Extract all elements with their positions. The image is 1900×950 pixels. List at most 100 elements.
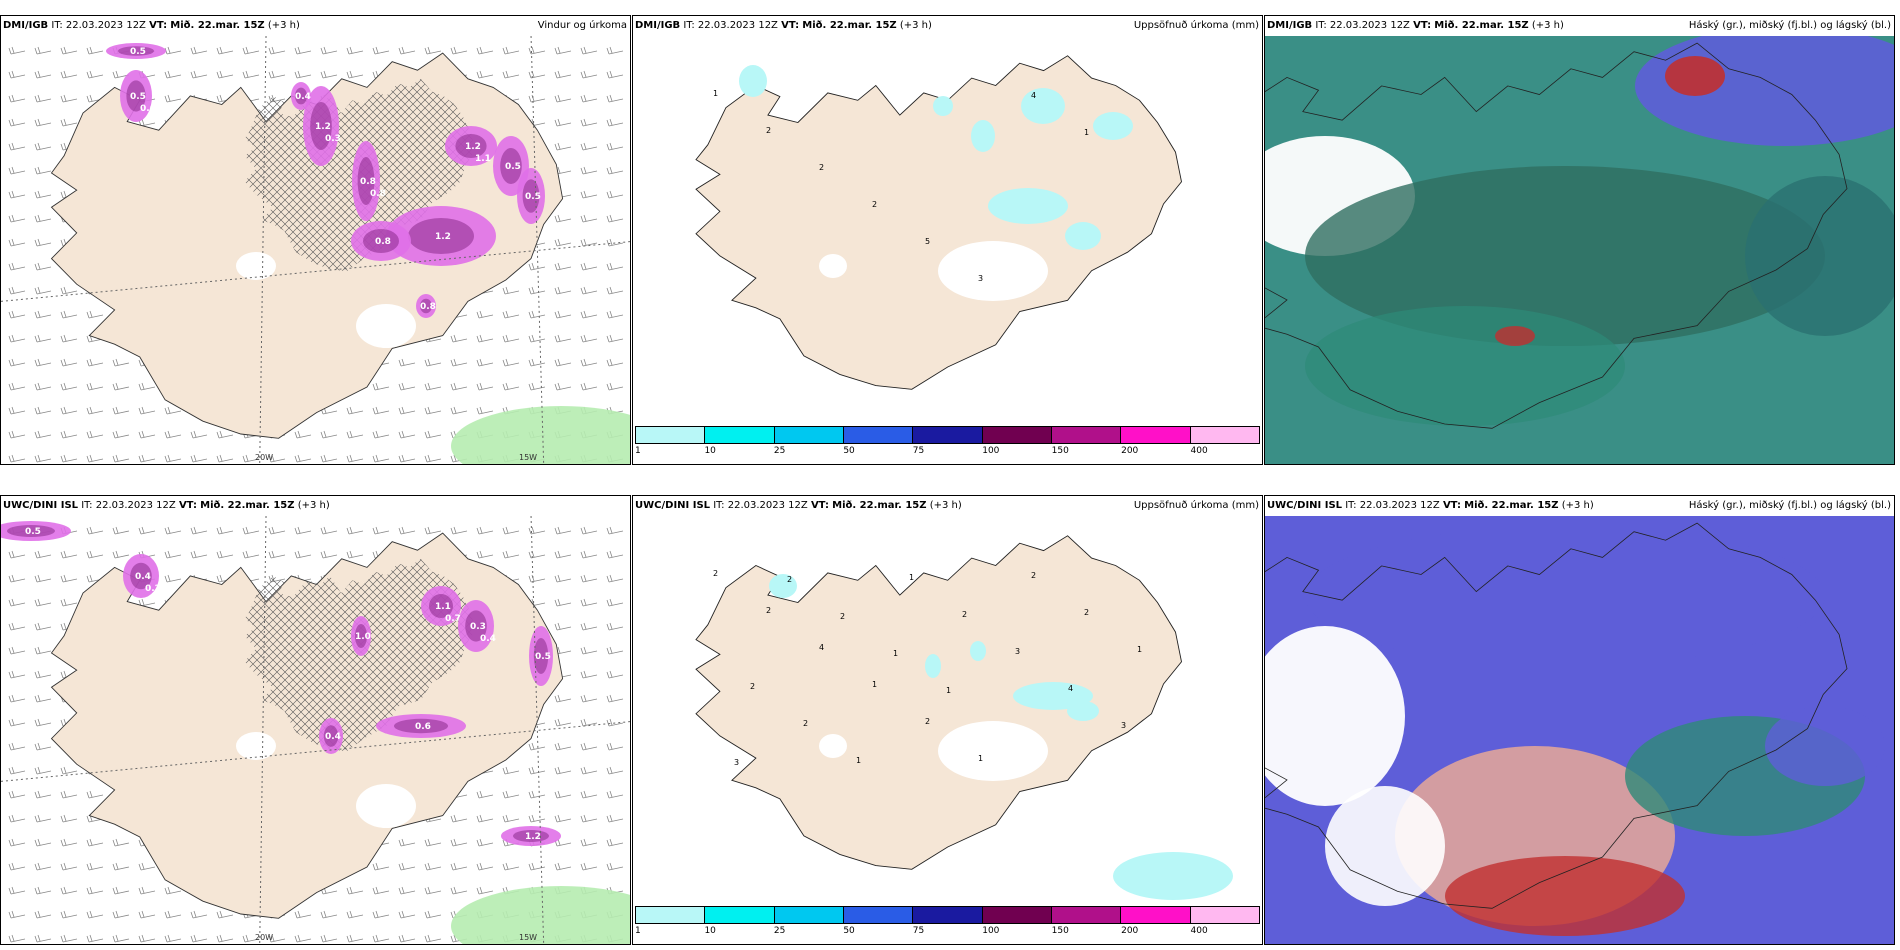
wind-barb	[34, 550, 52, 559]
wind-barb	[606, 646, 624, 655]
precip-core	[500, 148, 522, 184]
wind-barb	[190, 70, 208, 79]
wind-barb	[8, 46, 26, 55]
it-value: 22.03.2023 12Z	[1329, 20, 1410, 31]
precip-label: 0.5	[25, 527, 41, 537]
wind-barb	[34, 598, 52, 607]
accum-label: 2	[803, 719, 808, 728]
colorbar-segment	[1121, 427, 1191, 443]
wind-barb	[372, 526, 390, 535]
precip-label: 0.5	[130, 47, 146, 57]
cloud-cover-map	[1265, 36, 1894, 464]
wind-barb	[60, 838, 78, 847]
wind-barb	[398, 382, 416, 391]
wind-barb	[34, 190, 52, 199]
wind-barb	[34, 934, 52, 943]
wind-barb	[8, 238, 26, 247]
accum-label: 5	[925, 237, 930, 246]
wind-barb	[190, 526, 208, 535]
wind-barb	[8, 790, 26, 799]
wind-barb	[580, 382, 598, 391]
wind-barb	[164, 574, 182, 583]
wind-barb	[554, 310, 572, 319]
wind-barb	[138, 406, 156, 415]
wind-barb	[86, 862, 104, 871]
accum-label: 1	[946, 686, 951, 695]
wind-barb	[60, 814, 78, 823]
lon-label-15w: 15W	[519, 453, 538, 462]
wind-barb	[86, 358, 104, 367]
precip-core	[513, 830, 549, 842]
wind-barb	[580, 574, 598, 583]
wind-barb	[34, 334, 52, 343]
wind-barb	[34, 886, 52, 895]
wind-barb	[216, 70, 234, 79]
wind-barb	[606, 670, 624, 679]
vt-label: VT:	[149, 20, 168, 31]
wind-barb	[268, 934, 286, 943]
light-precip-area	[451, 406, 630, 464]
wind-barb	[606, 214, 624, 223]
accum-label: 4	[819, 643, 824, 652]
accum-label: 2	[766, 606, 771, 615]
colorbar-segment	[636, 907, 706, 923]
colorbar-segment	[636, 427, 706, 443]
wind-barb	[86, 454, 104, 463]
colorbar-segment	[843, 907, 914, 923]
wind-barb	[554, 262, 572, 271]
precip-cells	[106, 43, 545, 318]
cloud-layers	[1265, 526, 1885, 936]
colorbar-label: 10	[704, 926, 716, 936]
wind-barb	[8, 862, 26, 871]
wind-barb	[606, 70, 624, 79]
wind-barb	[86, 526, 104, 535]
iceland-landmass	[695, 535, 1182, 870]
wind-barb	[34, 670, 52, 679]
wind-barb	[8, 646, 26, 655]
wind-barb	[346, 550, 364, 559]
wind-barb	[346, 70, 364, 79]
wind-barb	[60, 406, 78, 415]
glacier-area	[356, 784, 416, 828]
wind-barb	[34, 622, 52, 631]
wind-barb	[34, 910, 52, 919]
accum-cell	[1013, 682, 1093, 710]
model-name: DMI/IGB	[1267, 20, 1313, 31]
wind-barb	[372, 406, 390, 415]
wind-barb	[528, 814, 546, 823]
lead-time: (+3 h)	[1561, 500, 1594, 511]
wind-barb	[346, 910, 364, 919]
precip-label: 0.7	[445, 614, 461, 624]
precip-label: 0.3	[325, 134, 341, 144]
wind-barb	[450, 814, 468, 823]
latitude-line	[1, 721, 630, 782]
colorbar-label: 200	[1121, 446, 1139, 456]
wind-barb	[450, 358, 468, 367]
wind-barb	[450, 382, 468, 391]
panel-accum-top: DMI/IGB IT: 22.03.2023 12Z VT: Mið. 22.m…	[632, 15, 1263, 465]
wind-barb	[216, 46, 234, 55]
glacier-area	[236, 252, 276, 280]
vt-value: Mið. 22.mar. 15Z	[1464, 500, 1559, 511]
wind-barb	[554, 238, 572, 247]
wind-barb	[112, 886, 130, 895]
precip-core	[126, 80, 146, 112]
vt-value: Mið. 22.mar. 15Z	[200, 500, 295, 511]
colorbar-segment	[982, 427, 1052, 443]
wind-barb	[34, 142, 52, 151]
wind-barb	[138, 598, 156, 607]
wind-barb	[8, 838, 26, 847]
glacier-area	[819, 734, 847, 758]
accum-label: 3	[978, 274, 983, 283]
wind-barb	[502, 790, 520, 799]
wind-barb	[164, 526, 182, 535]
accum-label: 1	[713, 89, 718, 98]
accum-cell	[1113, 852, 1233, 900]
panel-wind-top: DMI/IGB IT: 22.03.2023 12Z VT: Mið. 22.m…	[0, 15, 631, 465]
wind-barb	[34, 286, 52, 295]
vt-label: VT:	[781, 20, 800, 31]
panel-wind-bottom: UWC/DINI ISL IT: 22.03.2023 12Z VT: Mið.…	[0, 495, 631, 945]
iceland-coastline	[1265, 522, 1848, 909]
wind-barb	[216, 910, 234, 919]
wind-barb	[294, 526, 312, 535]
